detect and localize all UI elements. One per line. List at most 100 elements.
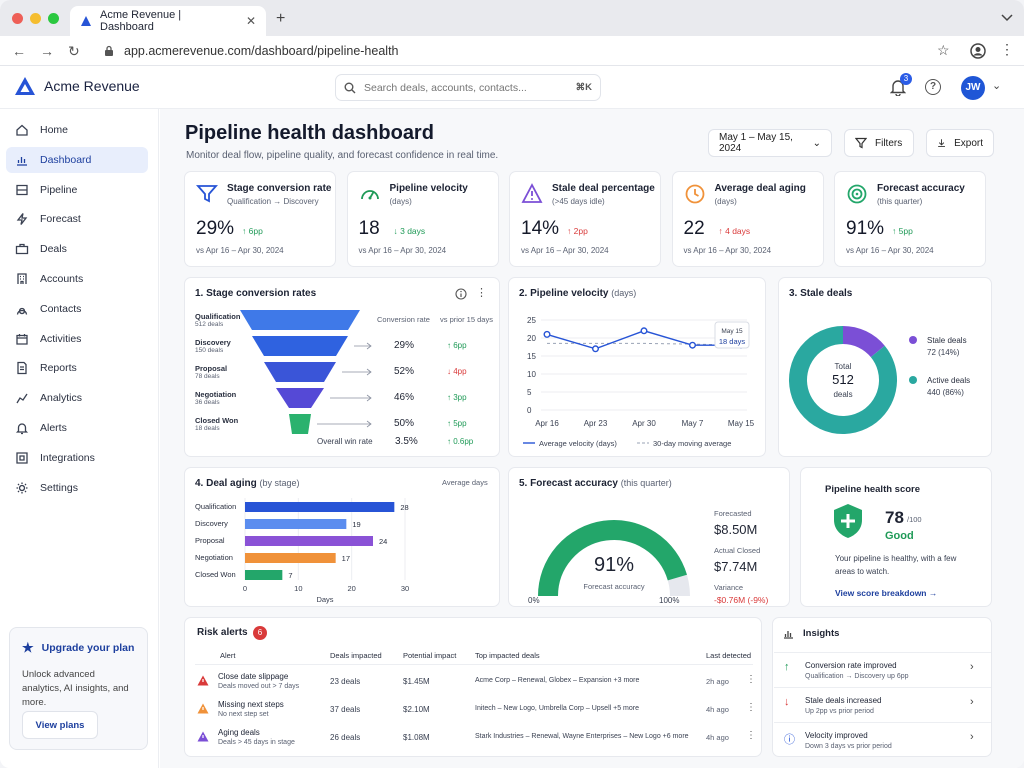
row-menu-icon[interactable]: ⋮: [746, 730, 756, 741]
close-window-button[interactable]: [12, 13, 23, 24]
kpi-card[interactable]: Pipeline velocity (days) 18 ↓ 3 days vs Apr …: [346, 171, 499, 267]
velocity-point[interactable]: [591, 345, 599, 353]
insight-item[interactable]: ↓ Stale deals increased Up 2pp vs prior pe…: [774, 687, 991, 721]
close-tab-icon[interactable]: ✕: [245, 14, 257, 28]
sidebar-item-alerts[interactable]: Alerts: [6, 415, 148, 441]
kpi-delta: ↑ 6pp: [242, 226, 263, 236]
help-icon[interactable]: ?: [925, 79, 941, 95]
row-menu-icon[interactable]: ⋮: [746, 702, 756, 713]
tooltip: [714, 321, 750, 349]
kpi-title: Average deal aging: [714, 183, 806, 194]
bar[interactable]: [245, 519, 347, 529]
back-icon[interactable]: ←: [12, 43, 26, 59]
funnel-stage-1: [252, 336, 348, 356]
sidebar-item-label: Reports: [40, 362, 77, 375]
info-icon: ⓘ: [784, 734, 795, 746]
kpi-card[interactable]: Forecast accuracy (this quarter) 91% ↑ 5pp v…: [834, 171, 986, 267]
funnel-card: 1. Stage conversion rates ⋮ Conversion r…: [184, 277, 500, 457]
risk-top-deals[interactable]: Stark Industries – Renewal, Wayne Enterp…: [475, 733, 689, 740]
url-field[interactable]: app.acmerevenue.com/dashboard/pipeline-h…: [96, 39, 962, 63]
kpi-card[interactable]: Stage conversion rate Qualification → Dis…: [184, 171, 336, 267]
kpi-card[interactable]: Average deal aging (days) 22 ↑ 4 days vs Apr…: [671, 171, 824, 267]
sidebar-item-reports[interactable]: Reports: [6, 355, 148, 381]
browser-menu-icon[interactable]: ⋮: [1000, 41, 1014, 57]
sidebar-item-home[interactable]: Home: [6, 117, 148, 143]
sidebar-item-dashboard[interactable]: Dashboard: [6, 146, 148, 173]
donut-slice-1[interactable]: [789, 326, 897, 434]
overall-win-rate-delta: ↑ 0.6pp: [447, 437, 474, 446]
card-menu-icon[interactable]: ⋮: [476, 287, 487, 299]
x-axis-label: Days: [316, 595, 333, 604]
donut-slice-0[interactable]: [842, 326, 885, 358]
insight-title: Stale deals increased: [805, 696, 882, 705]
app-header: Acme Revenue ⌘K 3 ? JW ⌄: [0, 67, 1024, 109]
velocity-point[interactable]: [688, 341, 696, 349]
account-menu-chevron-icon[interactable]: ⌄: [992, 80, 1002, 92]
risk-row[interactable]: Missing next steps No next step set 37 dea…: [191, 698, 757, 724]
health-score-card: Pipeline health score 78 /100 Good Your …: [800, 467, 992, 607]
tab-list-chevron-icon[interactable]: [1001, 13, 1013, 23]
app-logo[interactable]: Acme Revenue: [14, 76, 140, 96]
funnel-arrow: [342, 368, 372, 376]
bar[interactable]: [245, 553, 336, 563]
overall-win-rate: 3.5%: [395, 436, 418, 447]
bookmark-star-icon[interactable]: ☆: [937, 42, 950, 58]
row-menu-icon[interactable]: ⋮: [746, 674, 756, 685]
insight-item[interactable]: ⓘ Velocity improved Down 3 days vs prior p…: [774, 722, 991, 756]
sidebar-item-accounts[interactable]: Accounts: [6, 266, 148, 292]
filters-button[interactable]: Filters: [844, 129, 914, 157]
upgrade-card: ★ Upgrade your plan Unlock advanced analy…: [9, 627, 148, 750]
user-avatar[interactable]: JW: [961, 76, 985, 100]
risk-row[interactable]: Aging deals Deals > 45 days in stage 26 de…: [191, 726, 757, 752]
maximize-window-button[interactable]: [48, 13, 59, 24]
bar[interactable]: [245, 536, 373, 546]
kpi-subtitle: Qualification → Discovery: [227, 197, 319, 206]
risk-top-deals[interactable]: Initech – New Logo, Umbrella Corp – Upse…: [475, 705, 639, 712]
global-search[interactable]: ⌘K: [335, 74, 601, 101]
view-score-breakdown-link[interactable]: View score breakdown →: [835, 588, 938, 598]
browser-tab[interactable]: Acme Revenue | Dashboard ✕: [70, 6, 266, 36]
aging-value-label: Average days: [442, 478, 488, 487]
sidebar-item-label: Integrations: [40, 451, 95, 464]
sidebar-item-forecast[interactable]: Forecast: [6, 206, 148, 232]
date-range-picker[interactable]: May 1 – May 15, 2024 ⌄: [708, 129, 832, 157]
velocity-point[interactable]: [543, 330, 551, 338]
risk-alert-sub: Deals moved out > 7 days: [218, 683, 300, 690]
x-tick-label: 10: [294, 584, 302, 593]
forecast-value-label: Forecast accuracy: [583, 582, 645, 591]
velocity-subtitle: (days): [611, 288, 637, 298]
velocity-point[interactable]: [640, 327, 648, 335]
kpi-card[interactable]: Stale deal percentage (>45 days idle) 14% ↑…: [509, 171, 661, 267]
reload-icon[interactable]: ↻: [68, 43, 80, 59]
risk-col-header: Potential impact: [403, 651, 457, 660]
sidebar-item-settings[interactable]: Settings: [6, 475, 148, 501]
info-icon[interactable]: [455, 288, 467, 300]
export-button[interactable]: Export: [926, 129, 994, 157]
sidebar-item-deals[interactable]: Deals: [6, 236, 148, 262]
chevron-right-icon: ›: [970, 696, 974, 708]
kpi-value: 22: [683, 218, 705, 239]
url-text: app.acmerevenue.com/dashboard/pipeline-h…: [124, 44, 399, 58]
sidebar-item-pipeline[interactable]: Pipeline: [6, 177, 148, 203]
forward-icon[interactable]: →: [40, 43, 54, 59]
bar[interactable]: [245, 502, 395, 512]
new-tab-button[interactable]: +: [276, 10, 286, 27]
sidebar-item-activities[interactable]: Activities: [6, 326, 148, 352]
risk-row[interactable]: Close date slippage Deals moved out > 7 d…: [191, 670, 757, 696]
view-plans-button[interactable]: View plans: [22, 711, 98, 739]
search-input[interactable]: [364, 81, 554, 94]
profile-icon[interactable]: [970, 43, 986, 59]
sidebar-item-contacts[interactable]: Contacts: [6, 296, 148, 322]
insight-item[interactable]: ↑ Conversion rate improved Qualification →…: [774, 652, 991, 686]
bar[interactable]: [245, 570, 283, 580]
sidebar-item-integrations[interactable]: Integrations: [6, 445, 148, 471]
risk-top-deals[interactable]: Acme Corp – Renewal, Globex – Expansion …: [475, 677, 640, 684]
minimize-window-button[interactable]: [30, 13, 41, 24]
funnel-rate: 50%: [394, 418, 415, 429]
y-category-label: Proposal: [195, 536, 225, 545]
sidebar-item-analytics[interactable]: Analytics: [6, 385, 148, 411]
x-tick-label: 30: [401, 584, 409, 593]
health-score: 78: [885, 508, 904, 527]
forecast-title: 5. Forecast accuracy: [519, 478, 618, 489]
risk-impact: $2.10M: [403, 705, 430, 714]
